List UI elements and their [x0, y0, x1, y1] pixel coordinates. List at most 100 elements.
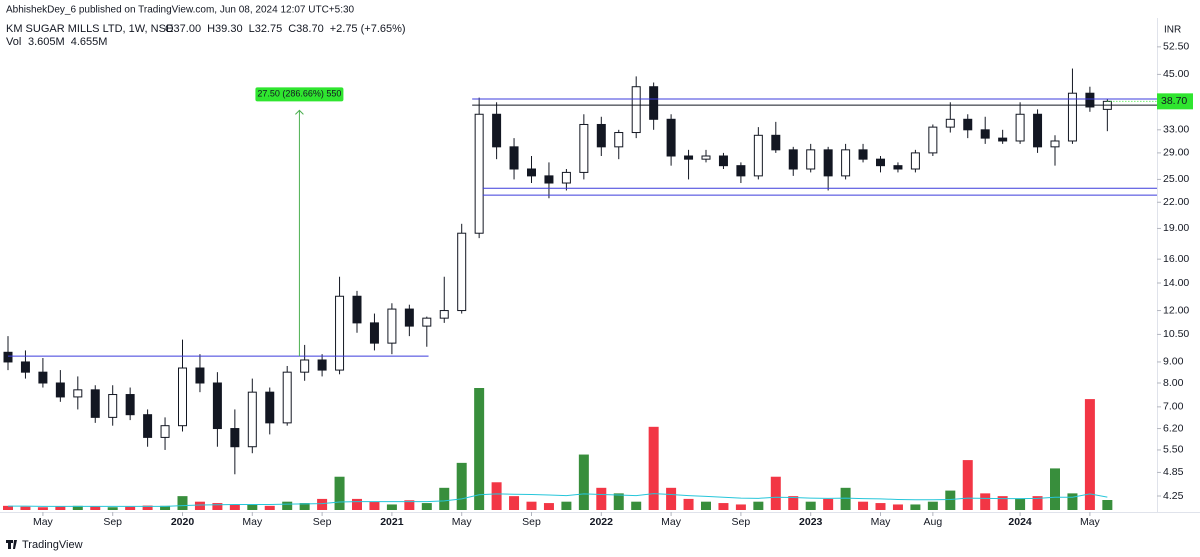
volume-bar — [299, 503, 310, 510]
y-tick-label: 7.00 — [1163, 401, 1184, 413]
volume-bar — [194, 501, 205, 510]
volume-bar — [910, 504, 921, 510]
candle-body — [910, 152, 920, 170]
x-tick-label: Sep — [313, 516, 332, 528]
candle-body — [806, 149, 816, 170]
last-price-label: 38.70 — [1161, 95, 1187, 107]
candle-body — [823, 149, 833, 177]
y-tick-label: 4.25 — [1163, 490, 1184, 502]
candle-body — [1085, 92, 1095, 108]
candle-body — [20, 361, 30, 373]
candle-body — [701, 155, 711, 160]
candle-body — [561, 171, 571, 184]
volume-bar — [980, 493, 991, 510]
ohlc-legend: C38.70 — [288, 23, 323, 35]
ohlc-legend: L32.75 — [249, 23, 283, 35]
candle-body — [178, 367, 187, 427]
volume-bar — [107, 507, 118, 510]
volume-bar — [404, 500, 415, 510]
volume-label: Vol — [6, 36, 21, 48]
volume-bar — [770, 476, 781, 510]
volume-bar — [90, 506, 101, 510]
candle-body — [230, 428, 240, 448]
x-tick-label: May — [452, 516, 473, 528]
y-tick-label: 6.20 — [1163, 422, 1184, 434]
x-tick-label: Aug — [924, 516, 943, 528]
y-tick-label: 29.00 — [1163, 147, 1189, 159]
volume-bar — [20, 506, 31, 510]
volume-bar — [491, 482, 502, 510]
candle-body — [649, 86, 659, 120]
candle-body — [876, 158, 885, 167]
candle-body — [718, 155, 728, 167]
volume-bar — [735, 504, 746, 510]
y-tick-label: 16.00 — [1163, 253, 1189, 265]
volume-bar — [177, 496, 188, 510]
candle-body — [422, 317, 432, 327]
candle-body — [439, 310, 449, 319]
measure-label: 27.50 (286.66%) 550 — [257, 89, 341, 99]
volume-ma-line — [8, 493, 1108, 507]
volume-bar — [334, 476, 345, 510]
volume-bar — [229, 504, 240, 510]
candle-body — [928, 126, 938, 154]
volume-bar — [701, 501, 711, 510]
y-tick-label: 4.85 — [1163, 466, 1184, 478]
brand-logo — [6, 540, 17, 549]
volume-bar — [352, 498, 362, 510]
candle-body — [457, 232, 467, 312]
volume-bar — [945, 490, 956, 510]
candle-body — [55, 382, 65, 398]
volume-bar — [823, 498, 834, 510]
candle-body — [753, 134, 763, 177]
candle-body — [980, 129, 990, 139]
candle-body — [945, 118, 955, 128]
volume-bar — [439, 487, 450, 510]
volume-bar — [125, 506, 136, 510]
x-tick-label: May — [242, 516, 263, 528]
ohlc-legend: O37.00 — [165, 23, 201, 35]
y-tick-label: 9.00 — [1163, 356, 1184, 368]
candle-body — [90, 389, 100, 418]
volume-bar — [840, 487, 851, 510]
candle-body — [998, 137, 1008, 142]
currency: INR — [1164, 25, 1181, 36]
volume-bar — [526, 501, 537, 510]
volume-bar — [718, 503, 729, 510]
y-tick-label: 22.00 — [1163, 196, 1189, 208]
candle-body — [160, 425, 170, 438]
volume-bar — [37, 507, 48, 510]
candle-body — [1050, 140, 1060, 148]
volume-bar — [1067, 493, 1078, 510]
candle-body — [265, 391, 275, 424]
volume-bar — [282, 501, 293, 510]
candle-body — [1067, 92, 1077, 142]
measure-label-box — [255, 87, 344, 102]
volume-bar — [3, 505, 13, 510]
volume-bar — [1084, 399, 1095, 510]
volume-bar — [561, 501, 572, 510]
y-tick-label: 45.00 — [1163, 68, 1189, 80]
y-tick-label: 12.00 — [1163, 304, 1189, 316]
price-axis: 52.50 45.00 33.00 29.00 25.00 22.00 19.00 16.00… — [1157, 41, 1189, 502]
time-axis: May Sep 2020 May Sep 2021 May Sep 2022 May Sep 2023… — [33, 512, 1101, 528]
candle-body — [841, 149, 851, 177]
x-tick-label: 2024 — [1008, 516, 1032, 528]
volume-bar — [666, 487, 677, 510]
candle-body — [579, 123, 589, 173]
volume-bar — [683, 498, 694, 510]
candle-body — [631, 86, 641, 134]
volume-bar — [160, 505, 171, 510]
symbol: KM SUGAR MILLS LTD, 1W, NSE — [6, 23, 173, 35]
y-tick-label: 33.00 — [1163, 124, 1189, 136]
x-tick-label: 2023 — [799, 516, 823, 528]
x-tick-label: May — [871, 516, 892, 528]
candle-body — [369, 322, 379, 344]
volume-bar — [421, 503, 432, 510]
volume-bar — [648, 426, 659, 510]
y-tick-label: 10.50 — [1163, 328, 1189, 340]
y-tick-label: 52.50 — [1163, 41, 1189, 53]
candle-body — [73, 389, 83, 398]
volume-bar — [543, 503, 554, 510]
